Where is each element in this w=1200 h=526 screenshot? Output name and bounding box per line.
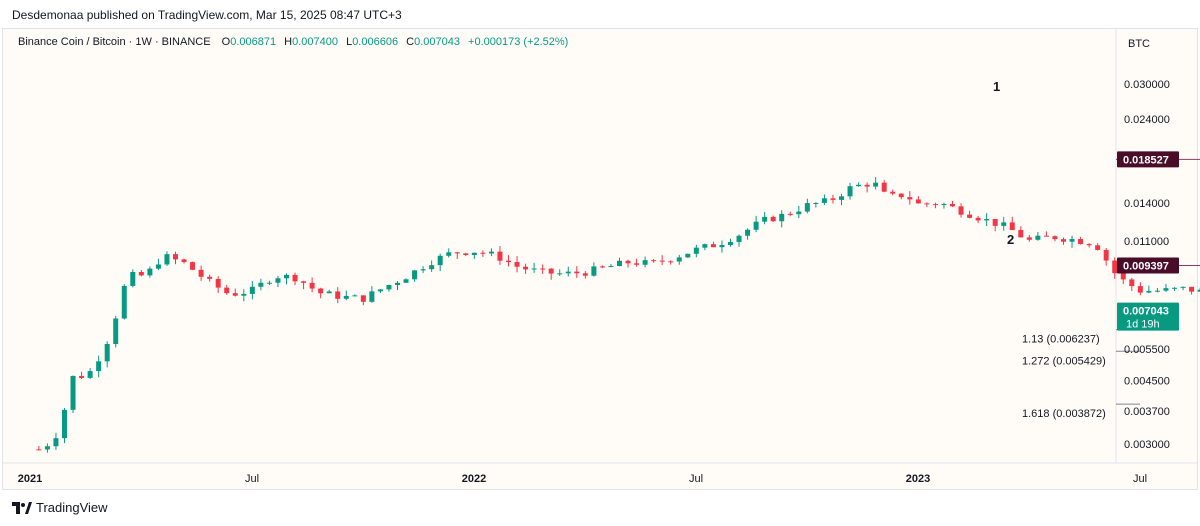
legend-symbol: Binance Coin / Bitcoin · 1W · BINANCE <box>18 36 211 48</box>
legend-high: 0.007400 <box>292 36 338 48</box>
legend-open-label: O <box>221 36 231 48</box>
tradingview-logo[interactable]: TradingView <box>12 500 108 515</box>
publisher-text: Desdemonaa published on TradingView.com,… <box>12 8 402 22</box>
tradingview-logo-icon <box>12 501 32 514</box>
legend-low: 0.006606 <box>352 36 399 48</box>
chart-legend: Binance Coin / Bitcoin · 1W · BINANCE O0… <box>18 36 568 48</box>
currency-label[interactable]: BTC <box>1128 38 1150 50</box>
legend-close-label: C <box>406 36 415 48</box>
tradingview-logo-text: TradingView <box>36 500 108 515</box>
chart-frame[interactable] <box>2 28 1198 490</box>
legend-close: 0.007043 <box>414 36 460 48</box>
legend-low-label: L <box>346 36 353 48</box>
publisher-bar: Desdemonaa published on TradingView.com,… <box>0 0 1200 28</box>
legend-open: 0.006871 <box>230 36 277 48</box>
legend-change: +0.000173 (+2.52%) <box>468 36 569 48</box>
legend-high-label: H <box>284 36 293 48</box>
